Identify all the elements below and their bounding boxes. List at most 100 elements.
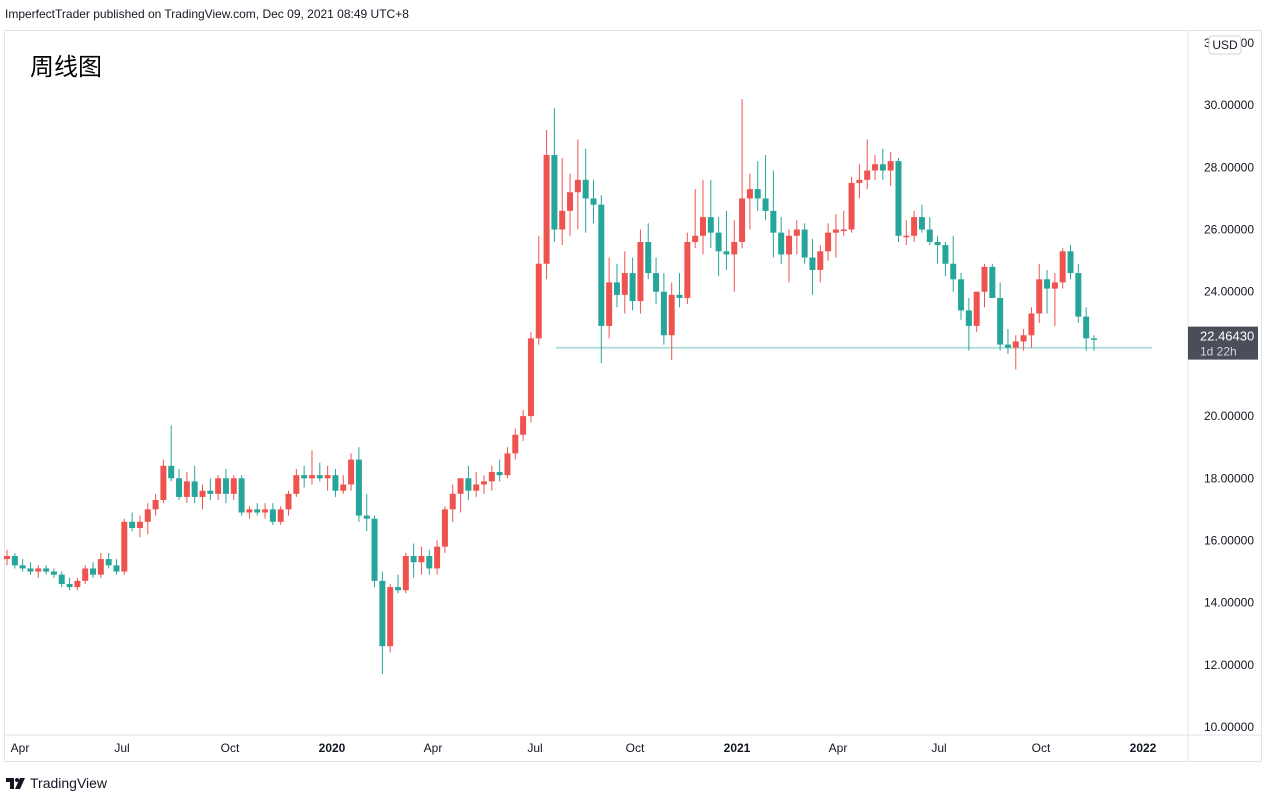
currency-badge[interactable]: USD [1208,35,1242,55]
candle-body [97,559,104,575]
candle [887,151,894,187]
candle [1090,335,1097,351]
candle-body [4,556,10,560]
candle [832,214,839,258]
candle [543,130,550,280]
candle-body [66,583,73,588]
candle [911,210,918,242]
candle-body [723,251,730,255]
candle-body [58,574,65,584]
candle [950,235,957,292]
candle-body [1075,273,1082,317]
candle [168,425,175,482]
candle [66,577,73,591]
candle-body [660,291,667,336]
candle-body [254,509,261,513]
x-tick-label: Jul [931,741,946,755]
candle [238,475,245,516]
candle-body [293,475,300,494]
candle-body [613,282,620,295]
candle [895,158,902,242]
candle [770,170,777,258]
x-tick-label: Oct [626,741,645,755]
candle [35,565,42,578]
candle-body [637,241,644,302]
x-tick-label: Apr [11,741,30,755]
candle-body [1083,316,1090,339]
candle [395,574,401,594]
y-tick-label: 26.00000 [1204,223,1254,237]
candle [371,515,378,588]
candle [285,490,292,516]
candle-body [27,568,34,572]
candle [207,478,214,501]
candle-body [144,509,151,522]
candle [731,220,738,292]
tradingview-logo[interactable]: TradingView [5,775,107,791]
candle-body [825,232,832,252]
candle [707,179,714,249]
candle [50,568,57,578]
candle [254,503,261,516]
candle-body [731,241,738,255]
candle [535,235,542,345]
candle-body [1067,251,1074,274]
candle-body [348,459,355,485]
time-axis[interactable]: Apr Jul Oct 2020 Apr Jul Oct 2021 Apr Jul Oct 2022 [11,741,1157,755]
candle [152,493,159,516]
candle [1067,245,1074,280]
candle [699,179,706,255]
candle-body [840,229,847,232]
candle [793,220,800,255]
candle [129,512,136,532]
candle-body [590,198,597,205]
candle [105,552,112,569]
candle [121,518,128,575]
x-tick-label: 2021 [724,741,751,755]
candle-body [707,217,714,233]
candle-body [207,490,214,494]
candle-body [332,475,339,491]
candle [308,450,315,485]
candle [754,161,761,211]
candle [653,257,660,305]
candle-body [1004,344,1011,348]
candle [598,195,605,364]
candle-body [832,229,839,233]
candle-body [363,515,370,519]
candle [809,238,816,295]
candle [176,468,183,501]
candle [316,462,323,482]
candle [997,282,1004,351]
y-tick-label: 28.00000 [1204,160,1254,174]
candle [144,503,151,535]
candle [222,468,229,504]
candle-body [543,154,550,264]
candle [934,235,941,264]
candle-body [238,478,245,513]
candle [825,223,832,261]
candle [582,148,589,233]
price-tag-bg [1188,326,1258,360]
candle [262,503,269,519]
candle [1028,307,1035,348]
candle [567,173,574,236]
candle [465,465,472,501]
x-tick-label: Jul [527,741,542,755]
candle-body [864,170,871,180]
candles-group [4,98,1097,675]
candle [504,447,511,479]
candle [293,468,300,497]
candle [512,428,519,460]
candle-body [934,241,941,246]
price-axis[interactable]: 32.0000030.0000028.0000026.0000024.00000… [1204,36,1254,734]
candle [606,257,613,339]
candle-body [535,263,542,339]
candle-body [973,291,980,326]
candle [488,465,495,491]
candle [856,164,863,199]
x-tick-label: Oct [221,741,240,755]
candle-body [395,587,401,591]
candle-body [160,465,167,501]
